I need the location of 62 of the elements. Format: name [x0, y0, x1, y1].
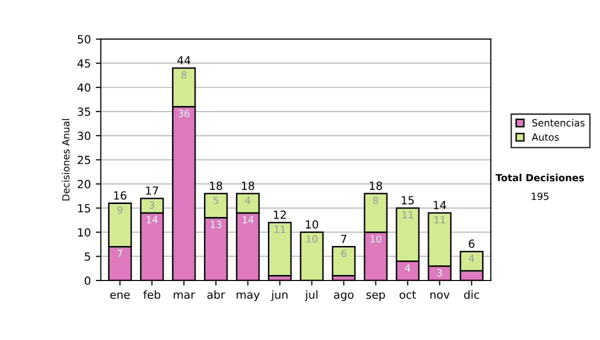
data-label: 8 — [373, 196, 378, 204]
data-label: 14 — [146, 216, 158, 224]
x-tick-label: dic — [464, 290, 480, 299]
y-tick-label: 20 — [78, 180, 90, 188]
x-tick-label: sep — [366, 292, 385, 301]
legend-label: Autos — [532, 134, 559, 141]
text: 195 — [532, 192, 548, 200]
total-label: 18 — [370, 182, 382, 190]
data-label: 14 — [242, 216, 254, 224]
y-tick-label: 10 — [78, 228, 90, 237]
x-tick-label: ene — [110, 292, 130, 299]
total-label: 18 — [242, 182, 254, 190]
x-tick-label: nov — [430, 292, 450, 299]
y-tick-label: 5 — [84, 252, 90, 261]
x-tick-label: ago — [334, 292, 354, 301]
x-tick-label: oct — [400, 290, 416, 299]
bar — [268, 222, 292, 276]
data-label: 11 — [402, 211, 413, 218]
data-label: 36 — [178, 110, 190, 118]
x-tick-label: abr — [207, 290, 226, 299]
data-label: 11 — [274, 226, 286, 233]
y-tick-label: 0 — [84, 276, 90, 285]
y-tick-label: 15 — [78, 204, 90, 212]
data-label: 10 — [370, 235, 382, 243]
x-tick-label: may — [236, 292, 260, 301]
total-label: 14 — [434, 201, 446, 210]
total-label: 44 — [177, 56, 190, 64]
data-label: 6 — [341, 250, 346, 258]
y-tick-label: 30 — [78, 132, 90, 140]
data-label: 3 — [150, 201, 154, 209]
data-label: 4 — [405, 264, 410, 272]
total-label: 6 — [468, 240, 474, 248]
data-label: 4 — [245, 196, 250, 204]
legend-label: Sentencias — [532, 118, 585, 127]
y-tick-label: 45 — [77, 59, 90, 68]
y-tick-label: 35 — [78, 107, 90, 116]
x-tick-label: jun — [271, 290, 288, 301]
data-label: 13 — [210, 220, 222, 228]
x-tick-label: mar — [174, 292, 196, 299]
total-label: 12 — [274, 210, 286, 219]
data-label: 10 — [306, 235, 318, 243]
total-label: 10 — [306, 220, 318, 229]
y-axis-title: Decisiones Anual — [62, 119, 70, 200]
total-label: 15 — [402, 196, 414, 204]
data-label: 5 — [214, 196, 218, 204]
data-label: 4 — [469, 254, 474, 262]
data-label: 8 — [181, 71, 186, 78]
total-label: 7 — [341, 234, 346, 243]
data-label: 7 — [118, 250, 122, 257]
total-label: 16 — [114, 191, 126, 200]
x-tick-label: jul — [304, 290, 318, 301]
y-tick-label: 40 — [77, 83, 90, 92]
y-tick-label: 25 — [78, 156, 90, 164]
data-label: 11 — [434, 216, 445, 224]
bar — [332, 246, 356, 276]
data-label: 3 — [437, 269, 442, 276]
total-label: 17 — [146, 186, 158, 195]
y-tick-label: 50 — [78, 35, 90, 44]
total-label: 18 — [210, 182, 222, 190]
x-tick-label: feb — [143, 290, 160, 299]
data-label: 9 — [118, 206, 122, 214]
text: Total Decisiones — [496, 174, 584, 182]
